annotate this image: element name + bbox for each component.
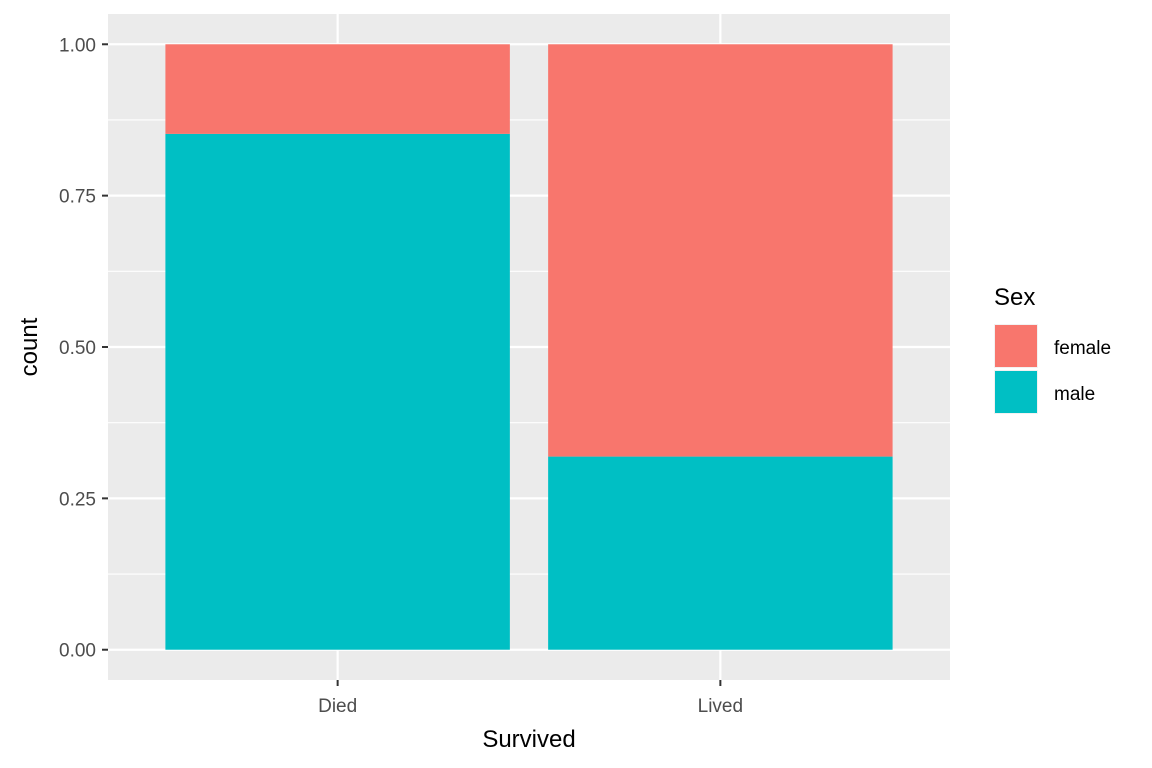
bars (165, 44, 893, 650)
y-tick-label: 0.75 (59, 187, 96, 208)
bar-died-male (165, 133, 510, 650)
legend: Sex female male (994, 284, 1111, 414)
y-tick-label: 0.25 (59, 489, 96, 510)
y-tick-label: 1.00 (59, 35, 96, 56)
y-axis-title: count (16, 317, 43, 376)
x-tick-label: Died (318, 696, 357, 717)
axis-ticks: 0.00 0.25 0.50 0.75 1.00 Died Lived (59, 35, 743, 717)
bar-lived-male (548, 456, 893, 650)
bar-died-female (165, 44, 510, 134)
legend-title: Sex (994, 284, 1035, 311)
y-tick-label: 0.50 (59, 338, 96, 359)
y-tick-label: 0.00 (59, 641, 96, 662)
x-tick-label: Lived (698, 696, 743, 717)
legend-label-male: male (1054, 384, 1095, 405)
legend-label-female: female (1054, 338, 1111, 359)
x-axis-title: Survived (482, 726, 575, 753)
bar-lived-female (548, 44, 893, 457)
legend-swatch-male (995, 371, 1037, 413)
legend-swatch-female (995, 325, 1037, 367)
